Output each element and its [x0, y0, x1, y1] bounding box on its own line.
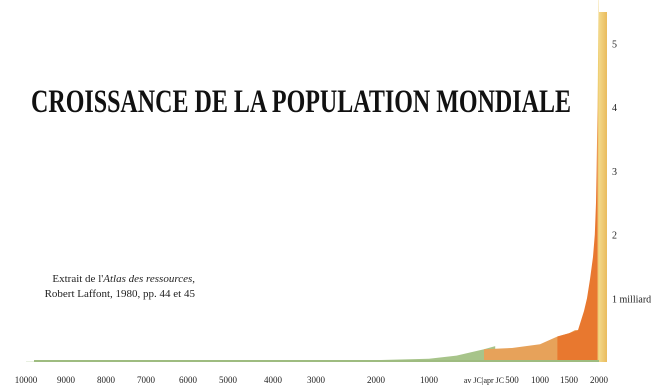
x-tick-label: 8000 — [97, 375, 116, 385]
chart-title: CROISSANCE DE LA POPULATION MONDIALE — [31, 84, 571, 120]
x-tick-label: 6000 — [179, 375, 198, 385]
source-suffix: , — [192, 273, 195, 285]
y-axis-labels: 1 milliard 2 3 4 5 — [612, 40, 651, 306]
y-tick-label: 3 — [612, 167, 617, 178]
source-line-1: Extrait de l'Atlas des ressources, — [52, 273, 195, 285]
scale-bar — [599, 12, 607, 362]
area-series-2 — [557, 81, 598, 362]
x-tick-label: 9000 — [57, 375, 76, 385]
x-axis-labels: 10000 9000 8000 7000 6000 5000 4000 3000 2000 100… — [15, 375, 609, 385]
source-prefix: Extrait de l' — [52, 273, 103, 285]
x-tick-label: 3000 — [307, 375, 326, 385]
y-tick-label: 1 milliard — [612, 294, 651, 305]
area-series-group — [26, 0, 600, 362]
x-tick-label: 4000 — [264, 375, 283, 385]
x-tick-label: 10000 — [15, 375, 38, 385]
x-tick-label: 5000 — [219, 375, 238, 385]
area-series-0 — [26, 346, 496, 362]
vertical-scale-bar — [599, 12, 607, 362]
y-tick-label: 5 — [612, 40, 617, 51]
baseline-band — [34, 360, 600, 362]
y-tick-label: 2 — [612, 231, 617, 242]
x-tick-label: 1000 — [420, 375, 439, 385]
source-line-2: Robert Laffont, 1980, pp. 44 et 45 — [45, 288, 196, 300]
source-book: Atlas des ressources — [102, 273, 192, 285]
x-tick-label: 7000 — [137, 375, 156, 385]
x-tick-label: 2000 — [367, 375, 386, 385]
y-tick-label: 4 — [612, 103, 617, 114]
x-tick-label: 2000 — [590, 375, 609, 385]
x-tick-label: av JC|apr JC — [464, 376, 504, 385]
area-series-1 — [484, 330, 578, 362]
x-tick-label: 500 — [505, 375, 519, 385]
area-series-3 — [597, 0, 599, 362]
x-tick-label: 1500 — [560, 375, 579, 385]
x-tick-label: 1000 — [531, 375, 550, 385]
